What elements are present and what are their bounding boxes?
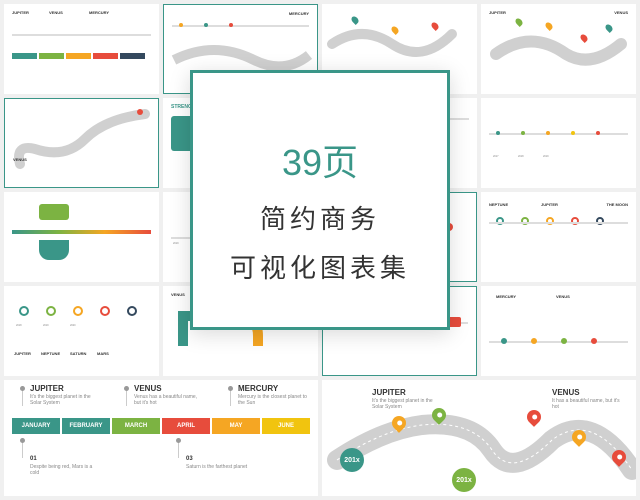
month-june: JUNE [262,418,310,434]
map-pin [612,450,626,468]
month-january: JANUARY [12,418,60,434]
label-jupiter: JUPITER [372,388,406,397]
year-badge: 201x [340,448,364,472]
thumb-5: VENUS [4,98,159,188]
title-line-2: 可视化图表集 [230,248,410,285]
thumb-9 [4,192,159,282]
title-card: 39页 简约商务 可视化图表集 [190,70,450,330]
thumb-1: JUPITER VENUS MERCURY [4,4,159,94]
label-venus: VENUS [552,388,580,397]
map-pin [572,430,586,448]
bottom-timeline-card: JUPITER It's the biggest planet in the S… [4,380,318,496]
bottom-roadmap-card: JUPITER It's the biggest planet in the S… [322,380,636,496]
map-pin [392,416,406,434]
thumb-16: MERCURY VENUS [481,286,636,376]
thumb-4: JUPITER VENUS [481,4,636,94]
year-badge: 201x [452,468,476,492]
month-april: APRIL [162,418,210,434]
thumb-12: NEPTUNE JUPITER THE MOON [481,192,636,282]
title-line-1: 简约商务 [260,199,380,236]
thumb-13: 2018 2019 2020 JUPITER NEPTUNE SATURN MA… [4,286,159,376]
month-march: MARCH [112,418,160,434]
month-bar: JANUARYFEBRUARYMARCHAPRILMAYJUNE [12,418,310,434]
map-pin [527,410,541,428]
thumb-8: 2017 2018 2019 [481,98,636,188]
month-february: FEBRUARY [62,418,110,434]
month-may: MAY [212,418,260,434]
page-count: 39页 [282,115,358,187]
map-pin [432,408,446,426]
